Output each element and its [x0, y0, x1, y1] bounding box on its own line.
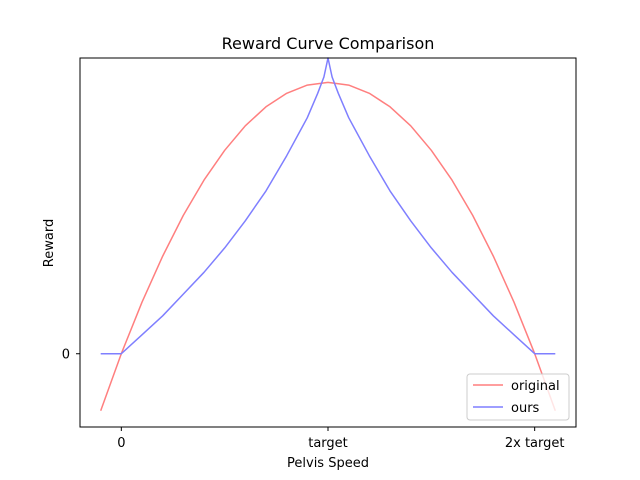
legend-label-ours: ours — [511, 401, 540, 416]
plot-frame — [79, 57, 577, 428]
x-tick-label: 0 — [117, 436, 125, 451]
x-axis-label: Pelvis Speed — [287, 456, 369, 471]
legend-label-original: original — [511, 379, 560, 394]
y-axis-ticks: 0 — [62, 348, 80, 363]
x-axis-ticks: 0 target 2x target — [117, 427, 564, 451]
plot-lines — [99, 57, 557, 411]
x-tick-label: target — [308, 436, 348, 451]
series-line-ours — [100, 57, 556, 355]
x-tick-label: 2x target — [505, 436, 565, 451]
y-tick-label: 0 — [62, 348, 70, 363]
legend: original ours — [466, 373, 570, 421]
series-line-original — [99, 81, 557, 411]
chart-title: Reward Curve Comparison — [222, 34, 435, 53]
y-axis-label: Reward — [42, 219, 57, 267]
